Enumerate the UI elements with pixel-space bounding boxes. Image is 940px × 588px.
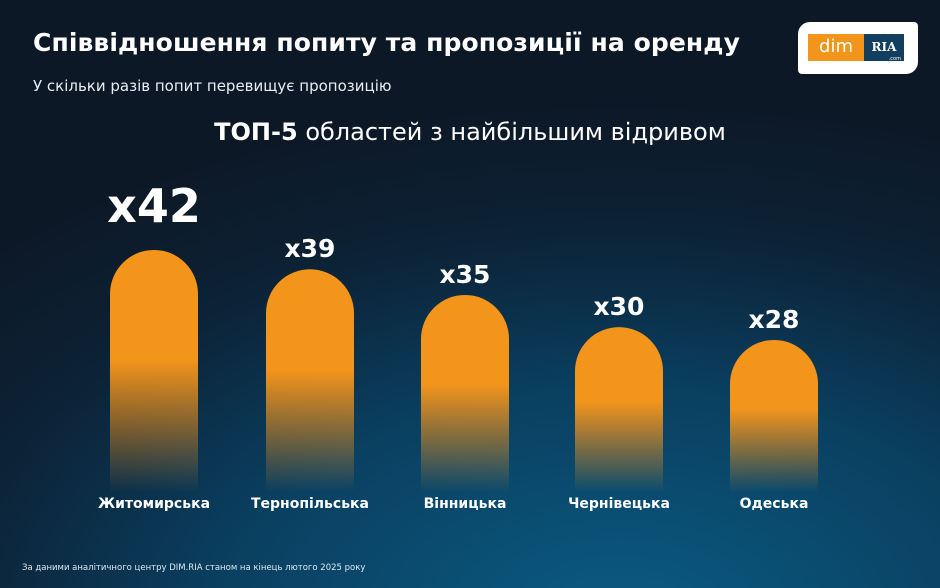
value-label: x28: [749, 305, 800, 334]
bar-2: [266, 269, 354, 492]
category-label: Одеська: [740, 496, 809, 512]
dimria-logo: dim RIA .com: [798, 22, 918, 74]
chart-title: ТОП-5 областей з найбільшим відривом: [0, 118, 940, 146]
bar-5: [730, 339, 818, 492]
value-label: x39: [285, 234, 336, 263]
bar-3: [421, 294, 509, 492]
bar-1: [110, 249, 198, 492]
chart-title-bold: ТОП-5: [214, 118, 298, 146]
value-label: x30: [594, 292, 645, 321]
logo-ria: RIA .com: [864, 34, 904, 62]
value-label: x42: [107, 179, 201, 233]
source-note: За даними аналітичного центру DIM.RIA ст…: [22, 563, 366, 573]
category-label: Вінницька: [424, 496, 507, 512]
page-subtitle: У скільки разів попит перевищує пропозиц…: [33, 77, 392, 95]
category-label: Тернопільська: [251, 496, 369, 512]
logo-dim: dim: [808, 34, 864, 61]
category-label: Житомирська: [98, 496, 210, 512]
category-label: Чернівецька: [568, 496, 670, 512]
bar-4: [575, 327, 663, 492]
logo-com: .com: [888, 56, 901, 62]
page-title: Співвідношення попиту та пропозиції на о…: [33, 28, 740, 57]
value-label: x35: [440, 260, 491, 289]
chart-title-rest: областей з найбільшим відривом: [297, 118, 726, 146]
logo-ria-text: RIA: [871, 40, 897, 54]
